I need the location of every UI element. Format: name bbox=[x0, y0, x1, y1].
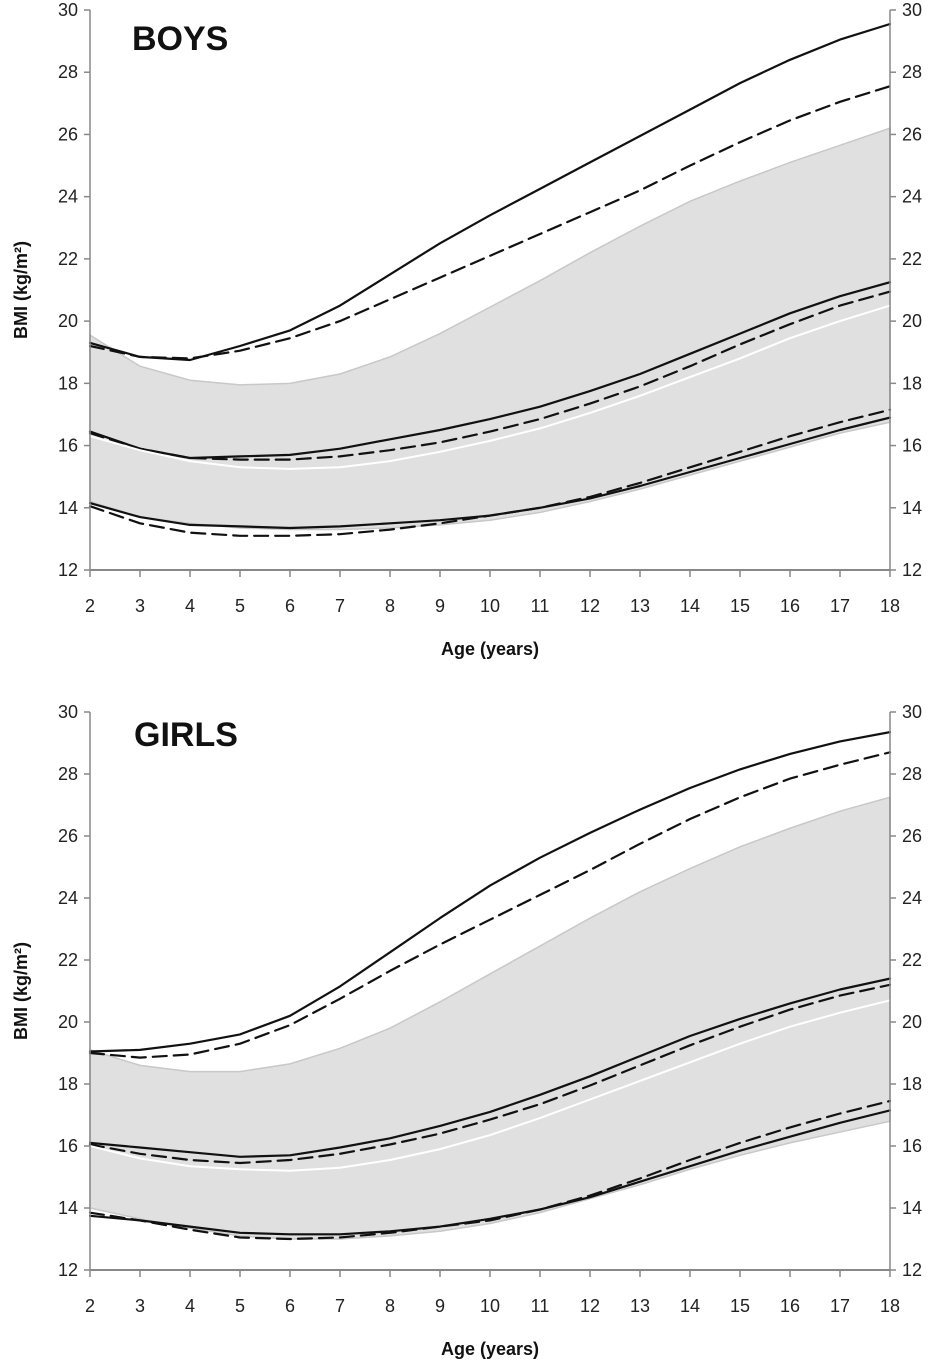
chart-0-y-axis-label: BMI (kg/m²) bbox=[11, 241, 31, 339]
chart-0-y-tick-label-left: 26 bbox=[58, 124, 78, 144]
chart-0-series-4-solid-line bbox=[89, 304, 891, 470]
chart-1-y-tick-label-left: 18 bbox=[58, 1074, 78, 1094]
chart-0-y-tick-label-right: 22 bbox=[902, 249, 922, 269]
chart-0-y-tick-label-right: 18 bbox=[902, 373, 922, 393]
chart-0-x-tick-label: 9 bbox=[435, 596, 445, 616]
chart-1-x-tick-label: 6 bbox=[285, 1296, 295, 1316]
chart-1-x-tick-label: 9 bbox=[435, 1296, 445, 1316]
chart-1-y-tick-label-left: 30 bbox=[58, 702, 78, 722]
chart-1-series-3-dashed-line bbox=[88, 983, 892, 1165]
chart-0-x-tick-label: 4 bbox=[185, 596, 195, 616]
chart-1-x-tick-label: 8 bbox=[385, 1296, 395, 1316]
chart-1-y-tick-label-left: 22 bbox=[58, 950, 78, 970]
chart-0-x-tick-label: 2 bbox=[85, 596, 95, 616]
chart-1-y-tick-label-right: 16 bbox=[902, 1136, 922, 1156]
chart-1-y-tick-label-right: 18 bbox=[902, 1074, 922, 1094]
chart-1-x-tick-label: 7 bbox=[335, 1296, 345, 1316]
chart-1-y-tick-label-left: 24 bbox=[58, 888, 78, 908]
chart-1-x-tick-label: 17 bbox=[830, 1296, 850, 1316]
chart-1-x-tick-label: 12 bbox=[580, 1296, 600, 1316]
chart-1-y-axis-label: BMI (kg/m²) bbox=[11, 942, 31, 1040]
chart-0-x-tick-label: 16 bbox=[780, 596, 800, 616]
chart-0-y-tick-label-right: 28 bbox=[902, 62, 922, 82]
chart-1-x-tick-label: 18 bbox=[880, 1296, 900, 1316]
chart-0-series-3-dashed-line bbox=[88, 290, 892, 461]
chart-1-series-4-solid-line bbox=[89, 999, 891, 1172]
chart-0-x-tick-label: 15 bbox=[730, 596, 750, 616]
chart-1-y-tick-label-left: 16 bbox=[58, 1136, 78, 1156]
chart-0-x-tick-label: 6 bbox=[285, 596, 295, 616]
chart-0-x-axis-label: Age (years) bbox=[441, 639, 539, 659]
chart-0-y-tick-label-left: 18 bbox=[58, 373, 78, 393]
chart-1-x-tick-label: 15 bbox=[730, 1296, 750, 1316]
chart-1-x-axis-label: Age (years) bbox=[441, 1339, 539, 1359]
chart-1-series-0-solid-line bbox=[88, 731, 892, 1053]
chart-0-y-tick-label-right: 24 bbox=[902, 187, 922, 207]
chart-1-x-tick-label: 10 bbox=[480, 1296, 500, 1316]
chart-1-x-tick-label: 3 bbox=[135, 1296, 145, 1316]
chart-1-title: GIRLS bbox=[134, 716, 238, 754]
chart-1-y-tick-label-left: 26 bbox=[58, 826, 78, 846]
chart-0-x-tick-label: 17 bbox=[830, 596, 850, 616]
chart-0-x-tick-label: 11 bbox=[531, 596, 550, 616]
chart-1-y-tick-label-left: 14 bbox=[58, 1198, 78, 1218]
chart-0-x-tick-label: 12 bbox=[580, 596, 600, 616]
chart-0-y-tick-label-left: 28 bbox=[58, 62, 78, 82]
chart-0-x-tick-label: 14 bbox=[680, 596, 700, 616]
chart-1-x-tick-label: 4 bbox=[185, 1296, 195, 1316]
chart-0-y-tick-label-left: 16 bbox=[58, 436, 78, 456]
chart-0-x-tick-label: 13 bbox=[630, 596, 650, 616]
chart-0-y-tick-label-right: 12 bbox=[902, 560, 922, 580]
chart-1-series-6-dashed-line bbox=[88, 1099, 892, 1241]
chart-0-x-tick-label: 8 bbox=[385, 596, 395, 616]
chart-0-y-tick-label-right: 26 bbox=[902, 124, 922, 144]
chart-0-reference-band bbox=[89, 127, 891, 531]
chart-1-x-tick-label: 5 bbox=[235, 1296, 245, 1316]
chart-0-x-tick-label: 10 bbox=[480, 596, 500, 616]
chart-1-series-5-solid-line bbox=[88, 1109, 892, 1236]
chart-1-y-tick-label-right: 26 bbox=[902, 826, 922, 846]
chart-1-y-tick-label-right: 24 bbox=[902, 888, 922, 908]
chart-1-y-tick-label-right: 12 bbox=[902, 1260, 922, 1280]
chart-0-series-2-solid-line bbox=[88, 281, 892, 460]
chart-1-x-tick-label: 2 bbox=[85, 1296, 95, 1316]
chart-0-x-tick-label: 7 bbox=[335, 596, 345, 616]
chart-1-y-tick-label-right: 28 bbox=[902, 764, 922, 784]
chart-1-x-tick-label: 13 bbox=[630, 1296, 650, 1316]
chart-1-series-2-solid-line bbox=[88, 977, 892, 1158]
chart-0-y-tick-label-left: 20 bbox=[58, 311, 78, 331]
chart-0-x-tick-label: 18 bbox=[880, 596, 900, 616]
chart-0-y-tick-label-left: 22 bbox=[58, 249, 78, 269]
chart-1-y-tick-label-left: 12 bbox=[58, 1260, 78, 1280]
chart-1-reference-band bbox=[89, 796, 891, 1240]
chart-0-series-1-dashed-line bbox=[88, 85, 892, 360]
chart-0-y-tick-label-left: 24 bbox=[58, 187, 78, 207]
chart-0-title: BOYS bbox=[132, 20, 228, 58]
chart-1-series-1-dashed-line bbox=[88, 751, 892, 1059]
chart-1-y-tick-label-right: 14 bbox=[902, 1198, 922, 1218]
chart-0-x-tick-label: 3 bbox=[135, 596, 145, 616]
chart-0-y-tick-label-left: 14 bbox=[58, 498, 78, 518]
chart-0-x-tick-label: 5 bbox=[235, 596, 245, 616]
chart-1-x-tick-label: 11 bbox=[531, 1296, 550, 1316]
chart-1-y-tick-label-left: 28 bbox=[58, 764, 78, 784]
chart-1-x-tick-label: 14 bbox=[680, 1296, 700, 1316]
chart-0-y-tick-label-right: 14 bbox=[902, 498, 922, 518]
chart-1-y-tick-label-right: 20 bbox=[902, 1012, 922, 1032]
chart-1-x-tick-label: 16 bbox=[780, 1296, 800, 1316]
chart-0-y-tick-label-left: 12 bbox=[58, 560, 78, 580]
chart-1-y-tick-label-left: 20 bbox=[58, 1012, 78, 1032]
chart-0-y-tick-label-right: 16 bbox=[902, 436, 922, 456]
chart-0-y-tick-label-right: 30 bbox=[902, 0, 922, 20]
chart-1-y-tick-label-right: 30 bbox=[902, 702, 922, 722]
chart-0-series-0-solid-line bbox=[88, 22, 892, 362]
chart-0-series-6-dashed-line bbox=[88, 408, 892, 537]
chart-0-y-tick-label-left: 30 bbox=[58, 0, 78, 20]
chart-0-y-tick-label-right: 20 bbox=[902, 311, 922, 331]
chart-1-y-tick-label-right: 22 bbox=[902, 950, 922, 970]
